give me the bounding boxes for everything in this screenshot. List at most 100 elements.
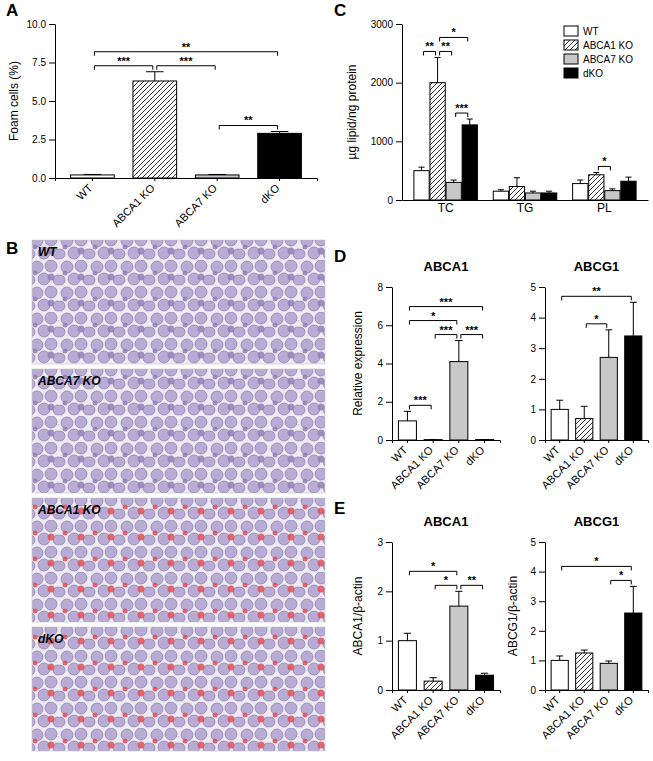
- bar: [446, 182, 461, 200]
- x-tick-mark: [433, 440, 434, 443]
- y-tick-mark: [49, 140, 55, 141]
- x-tick-mark: [458, 440, 459, 443]
- significance-label: *: [444, 574, 449, 586]
- y-axis-line: [545, 288, 546, 441]
- panel-letter: C: [334, 1, 346, 20]
- x-tick-mark: [484, 690, 485, 693]
- micrograph: [32, 240, 325, 364]
- y-tick-mark: [386, 440, 392, 441]
- y-tick-label: 3: [377, 537, 383, 548]
- y-tick-label: 10.0: [27, 19, 47, 30]
- plot-marks: [71, 72, 302, 178]
- y-tick-mark: [539, 409, 545, 410]
- x-tick-mark: [633, 440, 634, 443]
- error-bar: [530, 191, 536, 193]
- y-axis: 012345: [530, 282, 545, 446]
- significance-label: **: [467, 574, 476, 586]
- y-tick: 4: [530, 312, 545, 323]
- bar: [133, 81, 177, 178]
- y-tick-label: 3: [530, 596, 536, 607]
- y-tick-label: 3: [530, 343, 536, 354]
- x-tick: TG: [517, 200, 534, 215]
- error-bar: [404, 411, 411, 421]
- y-tick: 2.5: [32, 134, 55, 145]
- x-tick: WT: [389, 440, 410, 464]
- significance: ****: [409, 560, 482, 589]
- x-tick-mark: [407, 440, 408, 443]
- panel-letter: B: [6, 239, 18, 258]
- legend: WTABCA1 KOABCA7 KOdKO: [564, 26, 633, 79]
- significance: **********: [94, 41, 277, 130]
- y-axis: 02468: [377, 282, 392, 446]
- y-axis-title: µg lipid/ng protein: [345, 65, 359, 160]
- bar: [450, 606, 468, 690]
- bar: [525, 193, 540, 200]
- y-tick-mark: [539, 287, 545, 288]
- y-tick-mark: [49, 101, 55, 102]
- y-tick-label: 4: [530, 312, 536, 323]
- x-tick-label: ABCA1 KO: [110, 181, 158, 229]
- micrograph-label: ABCA7 KO: [37, 374, 101, 388]
- y-tick-label: 5: [530, 537, 536, 548]
- bar: [424, 681, 442, 690]
- y-tick: 5: [530, 282, 545, 293]
- error-bar: [514, 178, 520, 187]
- x-tick: ABCA7 KO: [564, 440, 612, 491]
- y-axis-title: Relative expression: [351, 311, 365, 416]
- bar: [621, 181, 636, 200]
- y-tick-label: 1: [377, 635, 383, 646]
- y-tick: 10.0: [27, 19, 55, 30]
- micrograph: [32, 369, 325, 493]
- significance-label: *: [431, 310, 436, 322]
- x-tick-label: ABCA7 KO: [414, 693, 462, 741]
- error-bar: [146, 72, 163, 81]
- bar: [424, 439, 442, 440]
- y-tick-label: 2: [377, 396, 383, 407]
- x-tick: dKO: [258, 178, 282, 206]
- x-tick-label: ABCA7 KO: [564, 693, 612, 741]
- bar: [551, 660, 568, 690]
- y-axis-line: [402, 25, 403, 201]
- y-tick-mark: [386, 591, 392, 592]
- x-tick-label: TC: [438, 201, 454, 215]
- bar: [398, 641, 416, 690]
- chart-panel: 0123WTABCA1 KOABCA7 KOdKO****ABCA1/β-act…: [334, 499, 501, 741]
- y-tick-label: 6: [377, 320, 383, 331]
- y-axis-line: [545, 543, 546, 691]
- error-bar: [481, 673, 488, 675]
- y-tick-label: 1: [530, 655, 536, 666]
- error-bar: [556, 656, 563, 660]
- y-tick-label: 0: [387, 195, 393, 206]
- bar: [625, 336, 642, 440]
- significance: *************: [409, 296, 482, 410]
- y-tick-mark: [539, 440, 545, 441]
- legend-label: dKO: [583, 68, 603, 79]
- error-bar: [577, 180, 583, 184]
- y-tick: 3: [530, 343, 545, 354]
- y-tick: 2: [377, 586, 392, 597]
- error-bar: [605, 330, 612, 358]
- error-bar: [625, 177, 631, 181]
- x-tick-mark: [633, 690, 634, 693]
- bar: [551, 409, 568, 440]
- legend-swatch: [564, 54, 578, 64]
- x-tick: dKO: [611, 690, 635, 718]
- bar: [450, 362, 468, 440]
- y-tick-label: 0: [530, 685, 536, 696]
- y-tick-mark: [386, 364, 392, 365]
- legend-swatch: [564, 40, 578, 50]
- x-tick-label: WT: [389, 443, 410, 464]
- y-tick-label: 4: [377, 358, 383, 369]
- y-tick-label: 1: [530, 404, 536, 415]
- y-tick-mark: [49, 178, 55, 179]
- x-tick: dKO: [611, 440, 635, 468]
- x-axis: WTABCA1 KOABCA7 KOdKO: [388, 440, 501, 491]
- y-tick: 5.0: [32, 96, 55, 107]
- bar: [625, 613, 642, 690]
- x-tick: WT: [541, 440, 562, 464]
- panel-letter: A: [6, 1, 18, 20]
- significance: **: [562, 555, 632, 584]
- panel-letter: D: [334, 247, 346, 266]
- y-tick-label: 8: [377, 282, 383, 293]
- y-tick: 0: [530, 435, 545, 446]
